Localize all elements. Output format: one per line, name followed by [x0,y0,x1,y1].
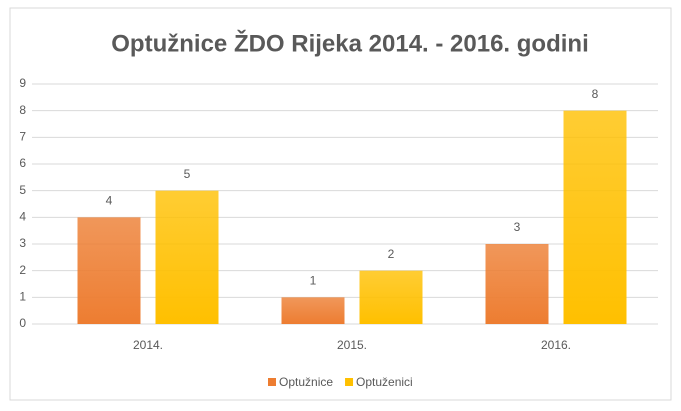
y-tick-label: 9 [19,76,26,90]
bar [281,297,345,324]
legend-swatch [268,378,276,386]
y-tick-label: 4 [19,210,26,224]
bar [77,217,141,324]
bar [155,190,219,324]
legend-label: Optuženici [356,375,413,389]
x-tick-label: 2016. [541,338,571,352]
y-tick-label: 6 [19,156,26,170]
x-tick-label: 2014. [133,338,163,352]
bar [359,270,423,324]
data-label: 3 [514,220,521,234]
data-label: 2 [388,247,395,261]
legend-label: Optužnice [279,375,333,389]
bar [563,110,627,325]
y-tick-label: 8 [19,103,26,117]
y-tick-label: 7 [19,130,26,144]
y-tick-label: 5 [19,183,26,197]
chart-border [9,7,672,401]
y-tick-label: 2 [19,263,26,277]
bar [485,244,549,324]
data-label: 4 [106,194,113,208]
y-tick-label: 3 [19,236,26,250]
y-tick-label: 1 [19,290,26,304]
legend-swatch [345,378,354,386]
y-tick-label: 0 [19,316,26,330]
x-tick-label: 2015. [337,338,367,352]
chart-title: Optužnice ŽDO Rijeka 2014. - 2016. godin… [111,29,588,57]
data-label: 5 [184,167,191,181]
data-label: 1 [310,274,317,288]
data-label: 8 [592,87,599,101]
